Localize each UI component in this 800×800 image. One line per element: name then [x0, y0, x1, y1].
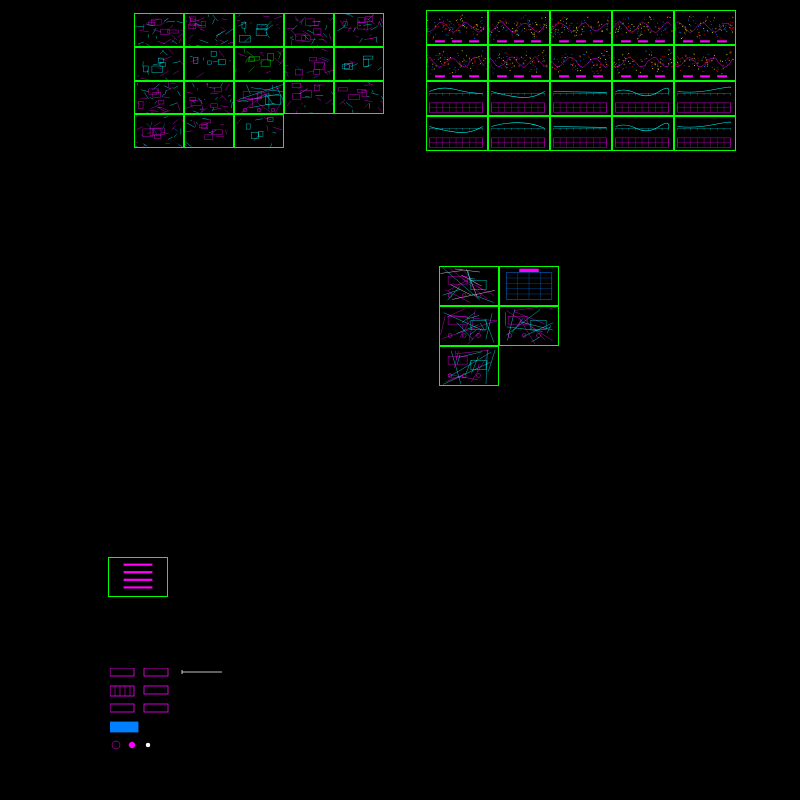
- drawing-sheet-grid-4: [108, 557, 168, 597]
- sheet1-cell-14: [334, 81, 384, 115]
- sheet1-cell-2: [234, 13, 284, 47]
- sheet1-cell-9: [334, 47, 384, 81]
- sheet2-cell-18: [612, 116, 674, 151]
- sheet2-cell-12: [550, 81, 612, 116]
- sheet1-cell-10: [134, 81, 184, 115]
- sheet3-cell-4: [439, 346, 499, 386]
- sheet1-cell-11: [184, 81, 234, 115]
- sheet2-cell-17: [550, 116, 612, 151]
- sheet1-cell-13: [284, 81, 334, 115]
- sheet1-cell-5: [134, 47, 184, 81]
- sheet1-cell-17: [234, 114, 284, 148]
- sheet2-cell-0: [426, 10, 488, 45]
- drawing-sheet-grid-3: [439, 266, 559, 386]
- sheet1-cell-3: [284, 13, 334, 47]
- drawing-sheet-grid-1: [134, 13, 384, 148]
- sheet2-cell-13: [612, 81, 674, 116]
- sheet2-cell-10: [426, 81, 488, 116]
- drawing-sheet-grid-2: [426, 10, 736, 151]
- sheet3-cell-2: [439, 306, 499, 346]
- sheet1-cell-4: [334, 13, 384, 47]
- sheet2-cell-9: [674, 45, 736, 80]
- sheet2-cell-1: [488, 10, 550, 45]
- sheet4-cell-0: [108, 557, 168, 597]
- sheet1-cell-0: [134, 13, 184, 47]
- sheet1-cell-15: [134, 114, 184, 148]
- sheet2-cell-5: [426, 45, 488, 80]
- sheet2-cell-3: [612, 10, 674, 45]
- sheet2-cell-6: [488, 45, 550, 80]
- sheet3-cell-0: [439, 266, 499, 306]
- legend-block: [110, 668, 260, 768]
- sheet1-cell-7: [234, 47, 284, 81]
- sheet2-cell-14: [674, 81, 736, 116]
- sheet2-cell-4: [674, 10, 736, 45]
- sheet3-cell-3: [499, 306, 559, 346]
- sheet1-cell-16: [184, 114, 234, 148]
- sheet2-cell-15: [426, 116, 488, 151]
- sheet1-cell-8: [284, 47, 334, 81]
- sheet2-cell-16: [488, 116, 550, 151]
- sheet1-cell-6: [184, 47, 234, 81]
- sheet2-cell-8: [612, 45, 674, 80]
- sheet2-cell-11: [488, 81, 550, 116]
- sheet1-cell-1: [184, 13, 234, 47]
- sheet2-cell-2: [550, 10, 612, 45]
- sheet2-cell-7: [550, 45, 612, 80]
- sheet3-cell-1: [499, 266, 559, 306]
- sheet1-cell-12: [234, 81, 284, 115]
- sheet2-cell-19: [674, 116, 736, 151]
